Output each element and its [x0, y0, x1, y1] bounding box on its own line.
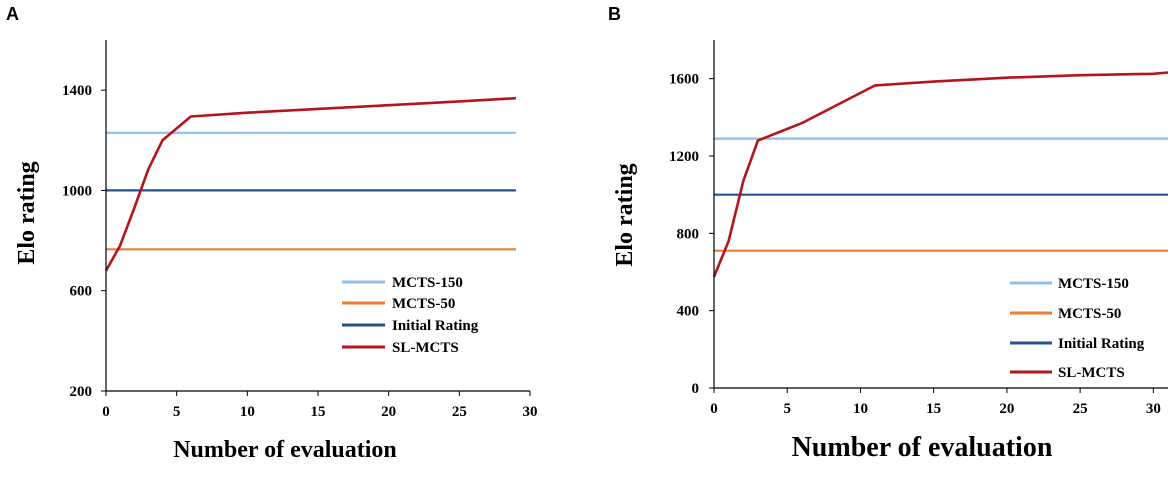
- y-tick-label: 1400: [62, 83, 92, 99]
- x-tick-label: 5: [783, 401, 791, 417]
- x-tick-label: 25: [452, 404, 467, 420]
- legend-label-mcts-50: MCTS-50: [392, 296, 455, 312]
- legend: MCTS-150 MCTS-50 Initial Rating SL-MCTS: [342, 275, 479, 356]
- x-tick-label: 5: [173, 404, 181, 420]
- panel-letter: B: [608, 4, 621, 24]
- y-tick-label: 800: [677, 226, 700, 242]
- legend-label-mcts-150: MCTS-150: [1058, 276, 1129, 292]
- legend-label-initial-rating: Initial Rating: [392, 318, 479, 334]
- y-tick-label: 1200: [669, 149, 699, 165]
- x-tick-label: 20: [999, 401, 1014, 417]
- x-axis-title: Number of evaluation: [173, 437, 397, 463]
- y-axis-title: Elo rating: [612, 163, 638, 266]
- x-tick-label: 20: [381, 404, 396, 420]
- series-line-sl-mcts: [712, 71, 1169, 278]
- legend-label-mcts-150: MCTS-150: [392, 275, 463, 291]
- x-tick-label: 15: [926, 401, 941, 417]
- x-tick-label: 0: [710, 401, 718, 417]
- x-tick-label: 30: [1146, 401, 1161, 417]
- x-axis-title: Number of evaluation: [792, 432, 1053, 463]
- legend: MCTS-150 MCTS-50 Initial Rating SL-MCTS: [1010, 276, 1145, 381]
- x-tick-label: 15: [311, 404, 326, 420]
- y-tick-label: 600: [70, 284, 93, 300]
- y-axis-title: Elo rating: [14, 161, 40, 264]
- x-tick-label: 0: [102, 404, 110, 420]
- y-tick-label: 1600: [669, 72, 699, 88]
- panel-a: A 0 5 10 15 20 25 30 200 600 1000 1400 Number of e…: [6, 4, 538, 463]
- legend-label-sl-mcts: SL-MCTS: [1058, 365, 1125, 381]
- x-tick-label: 25: [1073, 401, 1088, 417]
- legend-label-initial-rating: Initial Rating: [1058, 336, 1145, 352]
- y-tick-label: 400: [677, 304, 700, 320]
- panel-b: B 0 5 10 15 20 25 30 0 400 800 1200 1600 Number of …: [608, 4, 1169, 463]
- y-tick-label: 200: [70, 384, 93, 400]
- y-tick-label: 0: [692, 381, 700, 397]
- x-tick-label: 10: [240, 404, 255, 420]
- legend-label-mcts-50: MCTS-50: [1058, 306, 1121, 322]
- series-line-sl-mcts: [104, 96, 516, 272]
- x-tick-label: 30: [523, 404, 538, 420]
- legend-label-sl-mcts: SL-MCTS: [392, 340, 459, 356]
- x-tick-label: 10: [853, 401, 868, 417]
- panel-letter: A: [6, 4, 19, 24]
- y-tick-label: 1000: [62, 183, 92, 199]
